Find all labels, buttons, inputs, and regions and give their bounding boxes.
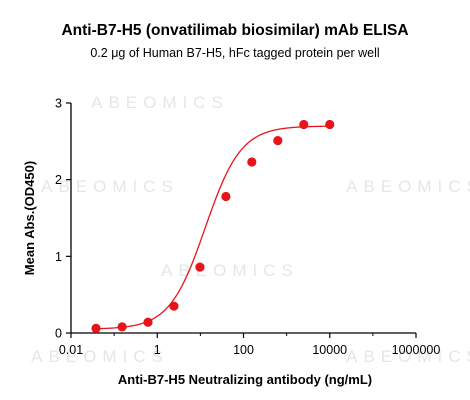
chart-title: Anti-B7-H5 (onvatilimab biosimilar) mAb … bbox=[61, 22, 408, 39]
x-tick-label: 10000 bbox=[312, 343, 347, 357]
fit-curve bbox=[95, 125, 330, 330]
data-point bbox=[273, 135, 283, 146]
watermark-text: ABEOMICS bbox=[41, 177, 179, 196]
x-tick-label: 1000000 bbox=[392, 343, 441, 357]
x-tick-label: 0.01 bbox=[59, 343, 83, 357]
data-point bbox=[221, 191, 231, 202]
x-tick-label: 1 bbox=[154, 343, 161, 357]
data-point bbox=[169, 301, 179, 311]
chart-subtitle: 0.2 μg of Human B7-H5, hFc tagged protei… bbox=[90, 46, 379, 60]
y-tick-label: 2 bbox=[55, 173, 62, 187]
data-point bbox=[325, 119, 335, 130]
data-point bbox=[91, 323, 101, 333]
watermarks: ABEOMICS ABEOMICS ABEOMICS ABEOMICS ABEOMICS… bbox=[31, 93, 470, 366]
watermark-text: ABEOMICS bbox=[346, 347, 470, 366]
data-point bbox=[195, 262, 205, 272]
fit-curve-group bbox=[95, 125, 330, 330]
y-axis-label: Mean Abs.(OD450) bbox=[22, 161, 37, 275]
x-axis-label: Anti-B7-H5 Neutralizing antibody (ng/mL) bbox=[118, 372, 372, 387]
data-points bbox=[91, 119, 335, 333]
data-point bbox=[117, 322, 127, 332]
data-point bbox=[247, 157, 257, 167]
data-point bbox=[143, 317, 153, 327]
watermark-text: ABEOMICS bbox=[346, 177, 470, 196]
data-point bbox=[299, 119, 309, 130]
watermark-text: ABEOMICS bbox=[161, 261, 299, 280]
watermark-text: ABEOMICS bbox=[31, 347, 169, 366]
y-tick-label: 0 bbox=[55, 327, 62, 341]
watermark-text: ABEOMICS bbox=[91, 93, 229, 112]
axes: 0.01 1 100 10000 1000000 0 1 2 3 bbox=[55, 97, 440, 358]
y-tick-label: 3 bbox=[55, 97, 62, 111]
x-tick-label: 100 bbox=[233, 343, 254, 357]
y-tick-label: 1 bbox=[55, 250, 62, 264]
